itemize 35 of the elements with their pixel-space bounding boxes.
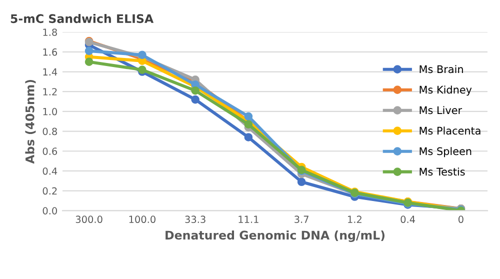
x-tick-label: 11.1 bbox=[238, 216, 258, 223]
point bbox=[191, 95, 200, 104]
chart-title: 5-mC Sandwich ELISA bbox=[10, 14, 154, 24]
legend-label: Ms Testis bbox=[420, 168, 465, 176]
x-tick-label: 1.2 bbox=[348, 216, 362, 223]
point bbox=[297, 178, 306, 186]
x-tick-label: 0.4 bbox=[400, 216, 415, 224]
point bbox=[191, 86, 200, 95]
y-tick-label: 0.8 bbox=[42, 128, 57, 136]
y-tick-label: 1.8 bbox=[43, 28, 57, 36]
y-tick-label: 0.6 bbox=[42, 148, 58, 155]
legend-label: Ms Liver bbox=[420, 106, 462, 114]
legend-label: Ms Placenta bbox=[420, 126, 480, 135]
y-tick-label: 1.4 bbox=[43, 68, 58, 76]
x-tick-label: 3.7 bbox=[294, 216, 308, 224]
x-tick-label: 300.0 bbox=[76, 216, 102, 224]
point bbox=[84, 58, 94, 66]
legend-label: Ms Kidney bbox=[420, 86, 472, 96]
legend-label: Ms Brain bbox=[420, 65, 463, 74]
y-tick-label: 1.2 bbox=[43, 88, 57, 96]
x-tick-label: 33.3 bbox=[185, 216, 206, 224]
point bbox=[84, 46, 94, 56]
y-tick-label: 0.4 bbox=[42, 167, 58, 175]
x-tick-label: 100.0 bbox=[129, 216, 156, 224]
y-tick-label: 0.2 bbox=[42, 187, 57, 195]
y-axis-title: Abs (405nm) bbox=[25, 80, 36, 164]
x-axis-title: Denatured Genomic DNA (ng/mL) bbox=[166, 230, 384, 242]
point bbox=[244, 120, 253, 129]
y-tick-label: 1.6 bbox=[43, 48, 58, 56]
y-tick-label: 0.0 bbox=[42, 207, 57, 214]
y-tick-label: 1.0 bbox=[43, 108, 57, 116]
legend-label: Ms Spleen bbox=[420, 147, 472, 158]
x-tick-label: 0 bbox=[458, 216, 464, 224]
point bbox=[244, 112, 253, 121]
point bbox=[244, 133, 253, 142]
